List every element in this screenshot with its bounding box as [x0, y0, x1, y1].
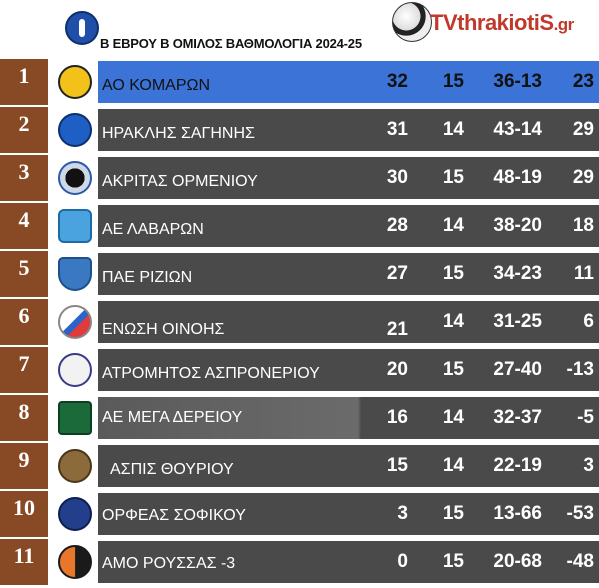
yellow-club-crest-icon — [58, 65, 92, 99]
team-name: ΑΜΟ ΡΟΥΣΣΑΣ -3 — [102, 555, 236, 572]
table-row: 10 ΟΡΦΕΑΣ ΣΟΦΙΚΟΥ 3 15 13-66 -53 — [0, 491, 599, 537]
goals-cell: 31-25 — [493, 311, 542, 332]
points-cell: 32 — [386, 71, 408, 92]
last-cell: 18 — [572, 215, 594, 236]
position-cell: 8 — [0, 395, 48, 441]
site-brand-text: TVthrakiotiS.gr — [430, 10, 574, 35]
soccer-ball-icon — [392, 2, 432, 42]
table-row: 8 ΑΕ ΜΕΓΑ ΔΕΡΕΙΟΥ 16 14 32-37 -5 — [0, 395, 599, 441]
points-cell: 28 — [386, 215, 408, 236]
goals-cell: 13-66 — [493, 503, 542, 524]
page-title: Β ΕΒΡΟΥ Β ΟΜΙΛΟΣ ΒΑΘΜΟΛΟΓΙΑ 2024-25 — [100, 36, 362, 51]
position-cell: 11 — [0, 539, 48, 585]
table-row: 11 ΑΜΟ ΡΟΥΣΣΑΣ -3 0 15 20-68 -48 — [0, 539, 599, 585]
goals-cell: 32-37 — [493, 407, 542, 428]
team-name: ΑΕ ΛΑΒΑΡΩΝ — [102, 221, 204, 238]
goals-cell: 20-68 — [493, 551, 542, 572]
goals-cell: 43-14 — [493, 119, 542, 140]
team-name: ΑΟ ΚΟΜΑΡΩΝ — [102, 77, 211, 94]
last-cell: 29 — [572, 119, 594, 140]
last-cell: 23 — [572, 71, 594, 92]
header: Β ΕΒΡΟΥ Β ΟΜΙΛΟΣ ΒΑΘΜΟΛΟΓΙΑ 2024-25 TVth… — [0, 0, 599, 52]
position-cell: 3 — [0, 155, 48, 201]
league-crest-icon — [65, 11, 99, 45]
played-cell: 15 — [442, 263, 464, 284]
table-row: 5 ΠΑΕ ΡΙΖΙΩΝ 27 15 34-23 11 — [0, 251, 599, 297]
position-cell: 5 — [0, 251, 48, 297]
table-row: 1 ΑΟ ΚΟΜΑΡΩΝ 32 15 36-13 23 — [0, 59, 599, 105]
played-cell: 15 — [442, 167, 464, 188]
points-cell: 16 — [386, 407, 408, 428]
points-cell: 3 — [397, 503, 408, 524]
table-row: 7 ΑΤΡΟΜΗΤΟΣ ΑΣΠΡΟΝΕΡΙΟΥ 20 15 27-40 -13 — [0, 347, 599, 393]
played-cell: 15 — [442, 503, 464, 524]
last-cell: -48 — [566, 551, 594, 572]
last-cell: 3 — [583, 455, 594, 476]
green-crest-icon — [58, 401, 92, 435]
table-row: 4 ΑΕ ΛΑΒΑΡΩΝ 28 14 38-20 18 — [0, 203, 599, 249]
ball-crest-icon — [58, 161, 92, 195]
points-cell: 31 — [386, 119, 408, 140]
played-cell: 15 — [442, 359, 464, 380]
goals-cell: 36-13 — [493, 71, 542, 92]
points-cell: 27 — [386, 263, 408, 284]
last-cell: -13 — [566, 359, 594, 380]
team-name: ΑΣΠΙΣ ΘΟΥΡΙΟΥ — [110, 461, 234, 478]
played-cell: 15 — [442, 71, 464, 92]
points-cell: 0 — [397, 551, 408, 572]
team-name: ΑΕ ΜΕΓΑ ΔΕΡΕΙΟΥ — [102, 409, 243, 426]
navy-crest-icon — [58, 497, 92, 531]
position-cell: 7 — [0, 347, 48, 393]
brown-round-crest-icon — [58, 449, 92, 483]
last-cell: 11 — [573, 263, 594, 284]
played-cell: 15 — [442, 551, 464, 572]
team-name: ΕΝΩΣΗ ΟΙΝΟΗΣ — [102, 321, 225, 338]
team-name: ΟΡΦΕΑΣ ΣΟΦΙΚΟΥ — [102, 507, 246, 524]
table-row: 2 ΗΡΑΚΛΗΣ ΣΑΓΗΝΗΣ 31 14 43-14 29 — [0, 107, 599, 153]
site-brand[interactable]: TVthrakiotiS.gr — [392, 2, 592, 42]
orange-crest-icon — [58, 545, 92, 579]
last-cell: 29 — [572, 167, 594, 188]
played-cell: 14 — [442, 455, 464, 476]
white-round-crest-icon — [58, 353, 92, 387]
points-cell: 21 — [386, 319, 408, 340]
last-cell: 6 — [583, 311, 594, 332]
points-cell: 20 — [386, 359, 408, 380]
goals-cell: 48-19 — [493, 167, 542, 188]
points-cell: 30 — [386, 167, 408, 188]
table-row: 6 ΕΝΩΣΗ ΟΙΝΟΗΣ 21 14 31-25 6 — [0, 299, 599, 345]
played-cell: 14 — [442, 215, 464, 236]
played-cell: 14 — [442, 407, 464, 428]
goals-cell: 34-23 — [493, 263, 542, 284]
points-cell: 15 — [386, 455, 408, 476]
goals-cell: 38-20 — [493, 215, 542, 236]
position-cell: 6 — [0, 299, 48, 345]
played-cell: 14 — [442, 119, 464, 140]
goals-cell: 27-40 — [493, 359, 542, 380]
position-cell: 2 — [0, 107, 48, 153]
blue-shield-crest-icon — [58, 257, 92, 291]
last-cell: -5 — [577, 407, 594, 428]
team-name: ΗΡΑΚΛΗΣ ΣΑΓΗΝΗΣ — [102, 125, 255, 142]
last-cell: -53 — [566, 503, 594, 524]
position-cell: 10 — [0, 491, 48, 537]
flag-crest-icon — [58, 305, 92, 339]
position-cell: 4 — [0, 203, 48, 249]
team-name: ΠΑΕ ΡΙΖΙΩΝ — [102, 269, 193, 286]
blue-h-crest-icon — [58, 113, 92, 147]
shield-crest-icon — [58, 209, 92, 243]
team-name: ΑΚΡΙΤΑΣ ΟΡΜΕΝΙΟΥ — [102, 173, 258, 190]
played-cell: 14 — [442, 311, 464, 332]
position-cell: 9 — [0, 443, 48, 489]
team-name: ΑΤΡΟΜΗΤΟΣ ΑΣΠΡΟΝΕΡΙΟΥ — [102, 365, 320, 382]
position-cell: 1 — [0, 59, 48, 105]
goals-cell: 22-19 — [493, 455, 542, 476]
table-row: 3 ΑΚΡΙΤΑΣ ΟΡΜΕΝΙΟΥ 30 15 48-19 29 — [0, 155, 599, 201]
table-row: 9 ΑΣΠΙΣ ΘΟΥΡΙΟΥ 15 14 22-19 3 — [0, 443, 599, 489]
